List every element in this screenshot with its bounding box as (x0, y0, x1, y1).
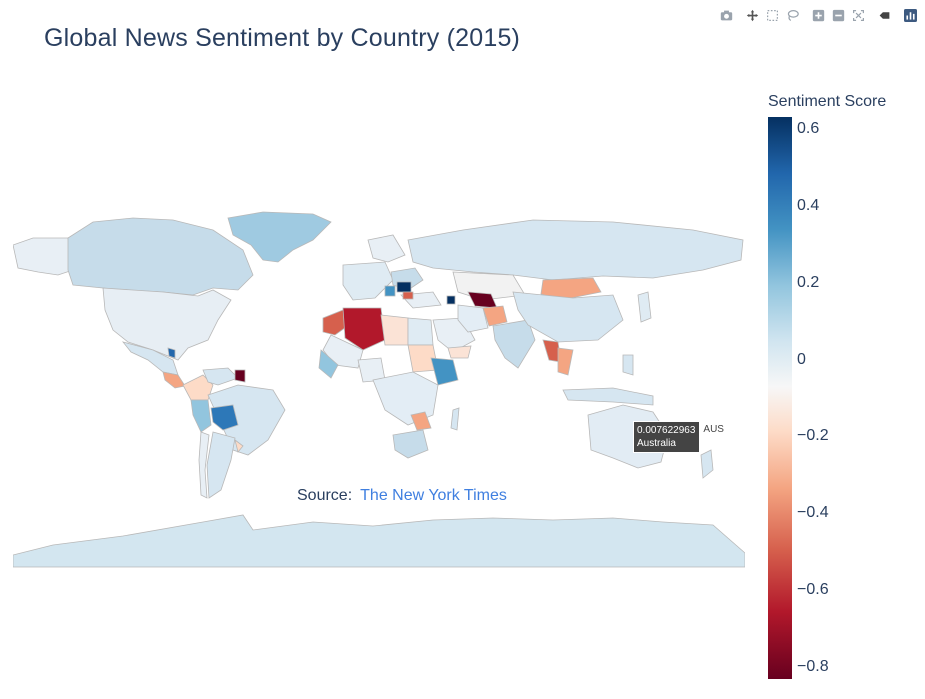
country-uruguay[interactable] (234, 439, 244, 453)
country-indonesia[interactable] (562, 387, 654, 406)
country-zimbabwe[interactable] (410, 411, 432, 431)
country-iran[interactable] (457, 304, 489, 333)
country-usa[interactable] (102, 287, 232, 361)
country-mali[interactable] (322, 334, 364, 369)
country-colombia[interactable] (182, 374, 214, 401)
country-romania[interactable] (396, 281, 412, 293)
country-madagascar[interactable] (450, 407, 460, 431)
tooltip-box: 0.007622963 Australia (633, 421, 701, 453)
country-algeria[interactable] (342, 307, 386, 351)
country-antarctica[interactable] (12, 514, 746, 568)
country-canada[interactable] (67, 217, 254, 296)
modebar (718, 6, 922, 24)
world-map[interactable] (12, 200, 746, 568)
country-azerbaijan[interactable] (446, 295, 456, 305)
country-morocco[interactable] (322, 309, 350, 336)
hover-tooltip: 0.007622963 Australia AUS (633, 421, 724, 453)
colorbar-tick-label: −0.2 (797, 427, 829, 445)
colorbar-tick-label: −0.6 (797, 581, 829, 599)
tooltip-value: 0.007622963 (637, 425, 696, 436)
country-central-america[interactable] (162, 371, 186, 389)
reset-icon[interactable] (850, 7, 866, 23)
camera-icon[interactable] (718, 7, 734, 23)
autoscale-icon[interactable] (876, 7, 892, 23)
country-new-zealand[interactable] (700, 449, 714, 479)
tooltip-location: Australia (637, 438, 676, 449)
country-alaska[interactable] (12, 237, 74, 276)
zoom-in-icon[interactable] (810, 7, 826, 23)
country-scandinavia[interactable] (367, 234, 406, 263)
colorbar-tick-label: −0.8 (797, 658, 829, 676)
country-chile[interactable] (198, 431, 210, 499)
country-argentina[interactable] (206, 431, 236, 499)
plotly-logo-icon[interactable] (902, 7, 918, 23)
country-thailand[interactable] (557, 347, 574, 376)
country-japan[interactable] (637, 291, 652, 323)
tooltip-code: AUS (703, 424, 724, 435)
chart-title: Global News Sentiment by Country (2015) (44, 24, 521, 52)
country-greenland[interactable] (227, 211, 332, 263)
country-ethiopia[interactable] (430, 357, 459, 386)
lasso-icon[interactable] (784, 7, 800, 23)
country-china[interactable] (512, 291, 624, 343)
country-russia[interactable] (407, 219, 744, 281)
country-libya[interactable] (380, 314, 409, 346)
pan-icon[interactable] (744, 7, 760, 23)
country-honduras[interactable] (167, 347, 176, 359)
country-mongolia[interactable] (540, 277, 602, 301)
country-serbia[interactable] (384, 285, 396, 297)
country-philippines[interactable] (622, 354, 634, 376)
source-prefix: Source: (297, 487, 353, 504)
country-peru[interactable] (190, 399, 212, 433)
colorbar-title: Sentiment Score (768, 93, 887, 110)
colorbar-tick-label: −0.4 (797, 504, 829, 522)
source-link[interactable]: The New York Times (360, 487, 507, 504)
country-india[interactable] (492, 319, 536, 369)
colorbar-tick-label: 0 (797, 350, 806, 368)
country-guyana[interactable] (234, 369, 246, 383)
colorbar-tick-label: 0.4 (797, 196, 820, 214)
colorbar-tick-label: 0.6 (797, 119, 820, 137)
country-yemen[interactable] (447, 345, 472, 359)
zoom-out-icon[interactable] (830, 7, 846, 23)
country-egypt[interactable] (407, 317, 434, 346)
country-venezuela[interactable] (202, 367, 239, 386)
country-bulgaria[interactable] (402, 291, 414, 300)
country-central-africa[interactable] (372, 371, 439, 426)
country-western-europe[interactable] (342, 261, 394, 301)
box-select-icon[interactable] (764, 7, 780, 23)
country-afghanistan[interactable] (482, 305, 508, 327)
colorbar-tick-label: 0.2 (797, 273, 820, 291)
source-annotation: Source: The New York Times (297, 487, 507, 505)
country-south-africa[interactable] (392, 429, 429, 459)
country-bolivia[interactable] (210, 404, 239, 431)
country-west-africa[interactable] (318, 349, 339, 379)
colorbar (768, 117, 792, 679)
